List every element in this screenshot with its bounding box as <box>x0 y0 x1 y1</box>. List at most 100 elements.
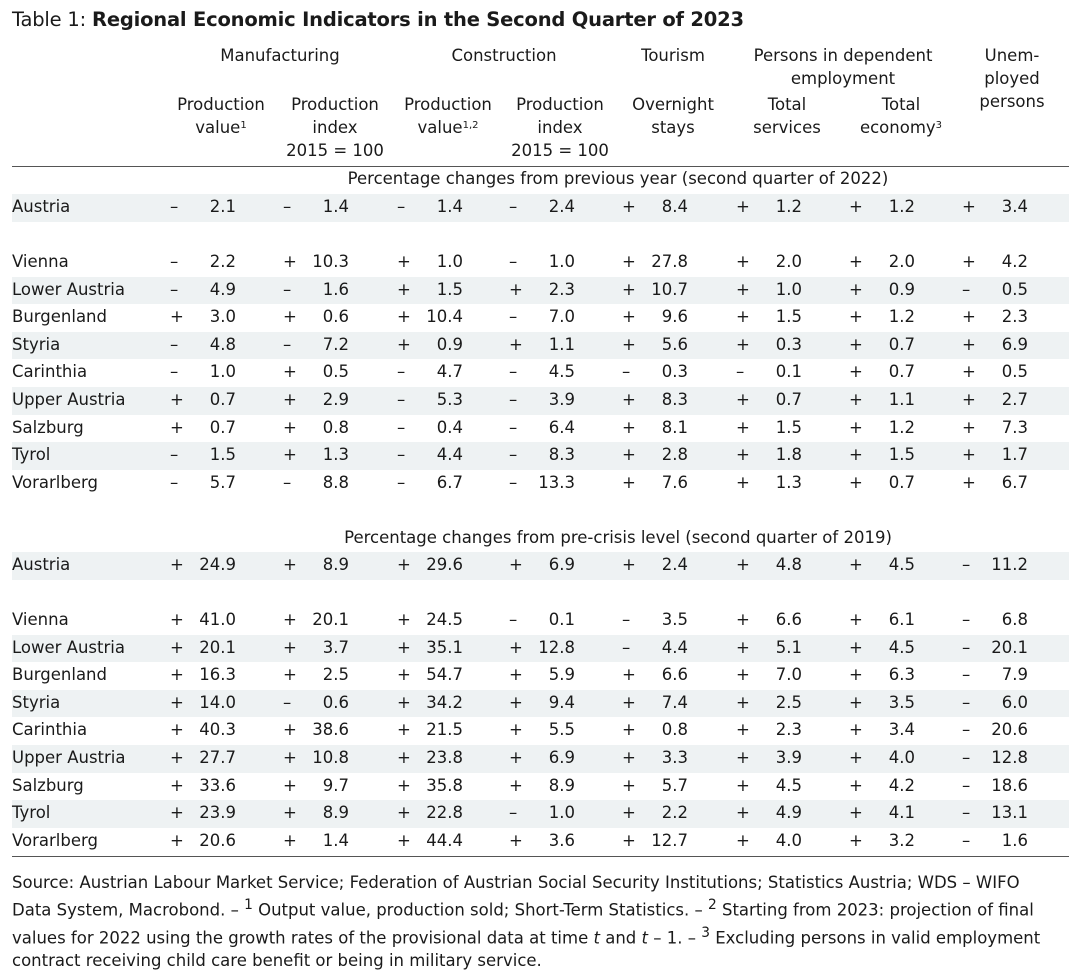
value-number: 5.3 <box>436 390 463 409</box>
value-number: 14.0 <box>199 692 236 712</box>
value-number: 6.9 <box>548 555 575 574</box>
value-sign: + <box>849 445 863 465</box>
value-cell: – 2.2 <box>170 252 236 274</box>
value-number: 0.1 <box>548 610 575 629</box>
value-number: 1.7 <box>1001 445 1028 465</box>
value-sign: + <box>849 307 863 327</box>
table-row: Carinthia –1.0 +0.5–4.7–4.5–0.3–0.1 +0.7 +0.… <box>12 359 1069 387</box>
value-sign: + <box>170 775 184 795</box>
value-cell: +2.9 <box>283 390 349 412</box>
table-row: Vienna –2.2 +10.3 +1.0–1.0 +27.8 +2.0 +2.0 +4.2 <box>12 249 1069 277</box>
header-unemployed-line1: Unem- <box>984 46 1040 65</box>
value-number: 1.2 <box>888 417 915 437</box>
value-number: 2.2 <box>661 803 688 823</box>
value-cell: +5.9 <box>509 665 575 687</box>
region-name: Vienna <box>12 610 69 629</box>
value-number: 6.6 <box>661 665 688 685</box>
value-number: 2.5 <box>775 692 802 712</box>
value-cell: +6.9 <box>509 555 575 577</box>
value-sign: – <box>962 279 971 299</box>
value-sign: + <box>170 390 184 409</box>
value-number: 1.4 <box>436 197 463 216</box>
value-sign: + <box>849 610 863 629</box>
value-cell: +0.7 <box>849 335 915 357</box>
table-row: Austria –2.1–1.4–1.4–2.4 +8.4 +1.2 +1.2 +3.4 <box>12 194 1069 222</box>
value-cell: +23.9 <box>170 803 236 825</box>
value-sign: – <box>509 197 518 216</box>
value-sign: – <box>397 197 406 216</box>
value-number: 12.8 <box>538 637 575 657</box>
value-number: 5.9 <box>548 665 575 685</box>
value-sign: + <box>736 279 750 299</box>
value-number: 0.3 <box>775 334 802 354</box>
value-sign: – <box>962 692 971 712</box>
value-number: 4.5 <box>888 555 915 574</box>
col-tour-line2: stays <box>651 118 695 137</box>
value-cell: +7.4 <box>622 693 688 715</box>
value-sign: + <box>509 555 523 574</box>
value-sign: + <box>736 748 750 767</box>
value-cell: +5.7 <box>622 776 688 798</box>
value-cell: – 1.6 <box>962 831 1028 853</box>
value-cell: +4.2 <box>962 252 1028 274</box>
value-sign: – <box>962 775 971 795</box>
value-cell: +0.5 <box>962 362 1028 384</box>
value-cell: +20.1 <box>283 610 349 632</box>
value-cell: +2.3 <box>736 720 802 742</box>
value-number: 8.9 <box>322 803 349 823</box>
value-number: 7.0 <box>775 665 802 685</box>
value-number: 9.6 <box>661 307 688 327</box>
value-sign: + <box>962 362 976 382</box>
value-sign: + <box>509 692 523 712</box>
value-number: 35.1 <box>426 637 463 657</box>
footnote-ref: 1 <box>240 120 247 131</box>
value-number: 2.3 <box>775 720 802 740</box>
value-sign: + <box>622 279 636 299</box>
value-cell: +2.2 <box>622 803 688 825</box>
value-sign: – <box>283 279 292 299</box>
col-mfg-production-index: Production index 2015 = 100 <box>280 93 390 162</box>
value-number: 1.5 <box>888 445 915 465</box>
value-number: 0.7 <box>209 390 236 409</box>
col-mfg-value-line2: value1 <box>166 116 276 139</box>
value-cell: +8.4 <box>622 197 688 219</box>
value-cell: +1.2 <box>849 418 915 440</box>
value-number: 4.4 <box>661 637 688 657</box>
value-cell: +6.9 <box>962 335 1028 357</box>
value-cell: +24.5 <box>397 610 463 632</box>
region-name: Styria <box>12 692 61 712</box>
value-number: 29.6 <box>426 555 463 574</box>
value-sign: + <box>622 748 636 767</box>
region-name: Carinthia <box>12 720 88 740</box>
table-row: Upper Austria +27.7 +10.8 +23.8 +6.9 +3.3 +3.9… <box>12 745 1069 773</box>
footnote-text: – 1. – <box>648 928 702 947</box>
value-sign: – <box>170 334 179 354</box>
value-sign: + <box>397 555 411 574</box>
value-sign: + <box>962 390 976 409</box>
value-cell: – 0.5 <box>962 280 1028 302</box>
value-number: 2.1 <box>209 197 236 216</box>
value-cell: – 1.0 <box>509 252 575 274</box>
region-name: Burgenland <box>12 307 107 327</box>
col-con-index-line1: Production <box>516 95 604 114</box>
value-cell: +8.9 <box>283 803 349 825</box>
value-cell: – 6.8 <box>962 610 1028 632</box>
value-number: 38.6 <box>312 720 349 740</box>
value-number: 20.1 <box>312 610 349 629</box>
region-name: Styria <box>12 334 61 354</box>
value-cell: +1.5 <box>849 445 915 467</box>
footnote-text: Output value, production sold; Short-Ter… <box>252 900 708 920</box>
value-number: 0.7 <box>888 362 915 382</box>
value-number: 11.2 <box>991 555 1028 574</box>
value-cell: +27.8 <box>622 252 688 274</box>
value-sign: – <box>509 307 518 327</box>
value-sign: + <box>509 334 523 354</box>
value-cell: +10.3 <box>283 252 349 274</box>
value-number: 10.4 <box>426 307 463 327</box>
region-name: Lower Austria <box>12 637 125 657</box>
value-cell: +0.8 <box>622 720 688 742</box>
value-sign: – <box>283 197 292 216</box>
value-cell: –13.1 <box>962 803 1028 825</box>
value-cell: +21.5 <box>397 720 463 742</box>
value-number: 4.1 <box>888 803 915 823</box>
